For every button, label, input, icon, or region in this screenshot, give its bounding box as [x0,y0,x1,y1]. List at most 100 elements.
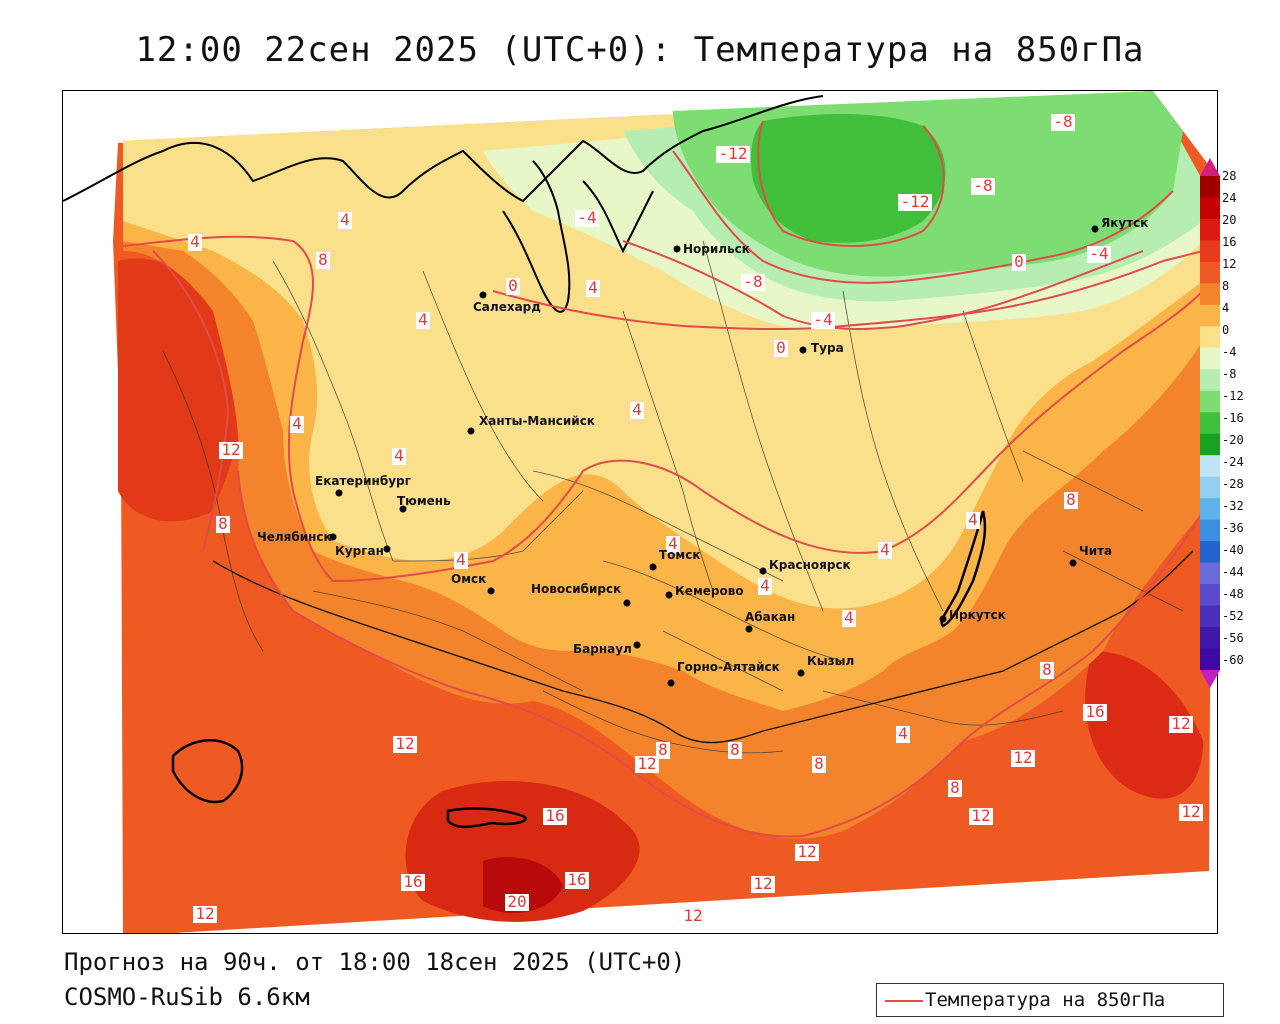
contour-label: -8 [1051,112,1075,131]
colorbar-cell [1200,326,1220,349]
contour-label: 16 [543,806,567,825]
colorbar-tick-label: -16 [1222,411,1244,425]
city-label: Кемерово [675,584,744,598]
contour-label-text: -8 [973,176,992,195]
city-label: Тюмень [397,494,451,508]
colorbar-cell [1200,283,1220,306]
contour-label-bg [401,874,425,891]
contour-label-bg [898,194,932,211]
contour-label: -4 [1087,244,1111,263]
contour-label: 8 [656,740,670,759]
contour-label-text: 4 [844,608,854,627]
city-marker: Красноярск [759,558,851,575]
contour-label-text: 8 [1042,660,1052,679]
contour-label-bg [338,212,352,229]
contour-label-text: 16 [1085,702,1104,721]
contour-label-text: 12 [683,906,702,925]
contour-label: -12 [716,144,750,163]
city-marker: Омск [451,572,495,595]
contour-label: 8 [316,250,330,269]
colorbar-tick-label: -40 [1222,543,1244,557]
colorbar-tick-label: -44 [1222,565,1244,579]
lake-baikal [940,510,987,628]
contour-label-bg [774,340,788,357]
contour-label-bg [505,894,529,911]
contour-label: 16 [565,870,589,889]
contour-label-bg [1064,492,1078,509]
contour-label-bg [1011,750,1035,767]
colorbar-tick-label: -12 [1222,389,1244,403]
yamal-peninsula [502,160,571,313]
model-name: COSMO-RuSib 6.6км [64,983,310,1011]
contour-label-bg [219,442,243,459]
contour-label-text: -8 [743,272,762,291]
city-dot [1069,559,1077,567]
contour-label-bg [1051,114,1075,131]
contour-label-text: 12 [753,874,772,893]
contour-label: 0 [1012,252,1026,271]
city-marker: Челябинск [257,530,337,544]
colorbar-tick-label: 28 [1222,169,1237,183]
contour-label-text: 12 [637,754,656,773]
city-label: Барнаул [573,642,632,656]
isotherm-minus12 [757,120,945,247]
contour-label-bg [193,906,217,923]
contour-label-text: 12 [221,440,240,459]
contour-label: 4 [896,724,910,743]
contour-label: 4 [454,550,468,569]
contour-label: -12 [898,192,932,211]
map-title: 12:00 22сен 2025 (UTC+0): Температура на… [135,30,1145,70]
city-dot [383,545,391,553]
coastline [63,95,824,203]
city-dot [467,427,475,435]
zone-minus12 [751,114,946,243]
colorbar-tick-label: -36 [1222,521,1244,535]
contour-label-text: 4 [292,414,302,433]
contour-label-text: 16 [545,806,564,825]
colorbar-cell [1200,605,1220,628]
city-label: Иркутск [949,608,1006,622]
city-marker: Тюмень [397,494,451,513]
contour-label-text: 8 [950,778,960,797]
contour-label-bg [1040,662,1054,679]
city-dot [399,505,407,513]
contour-label: 4 [290,414,304,433]
city-marker: Салехард [473,291,541,314]
contour-label-text: -4 [1089,244,1108,263]
colorbar-cell [1200,347,1220,370]
contour-label-bg [586,280,600,297]
city-label: Омск [451,572,486,586]
city-label: Курган [335,544,384,558]
contour-label: 8 [812,754,826,773]
colorbar-tick-label: -28 [1222,477,1244,491]
contour-label-text: 8 [658,740,668,759]
temperature-map[interactable]: -12 -8 -8 -12 -4 -8 -4 -4 0 0 0 4 4 4 4 4 4 4 4 4 4 4 4 8 8 8 8 8 8 8… [62,90,1218,934]
colorbar-bottom-arrow [1200,670,1220,688]
contour-label-text: 4 [394,446,404,465]
city-label: Екатеринбург [315,474,411,488]
contour-label-bg [716,146,750,163]
city-marker: Горно-Алтайск [667,660,780,687]
contour-label: 4 [586,278,600,297]
contour-label-bg [506,278,520,295]
colorbar-tick-label: 16 [1222,235,1237,249]
city-marker: Норильск [673,242,750,256]
colorbar-tick-label: -24 [1222,455,1244,469]
city-dot [799,346,807,354]
city-dot [633,641,641,649]
contour-label: 4 [966,510,980,529]
contour-label-bg [393,736,417,753]
contour-label: 8 [216,514,230,533]
city-markers: Норильск Якутск Салехард Тура Ханты-Мансийск… [257,216,1148,687]
colorbar-tick-label: 12 [1222,257,1237,271]
contour-label: 4 [338,210,352,229]
aral-sea [171,739,244,804]
contour-label-bg [811,312,835,329]
isotherm-4-east [702,290,1204,554]
colorbar-tick-label: -4 [1222,345,1237,359]
contour-label: 4 [758,576,772,595]
city-marker: Ханты-Мансийск [467,414,595,435]
contour-label-bg [728,742,742,759]
contour-label-bg [666,536,680,553]
colorbar-cell [1200,261,1220,284]
